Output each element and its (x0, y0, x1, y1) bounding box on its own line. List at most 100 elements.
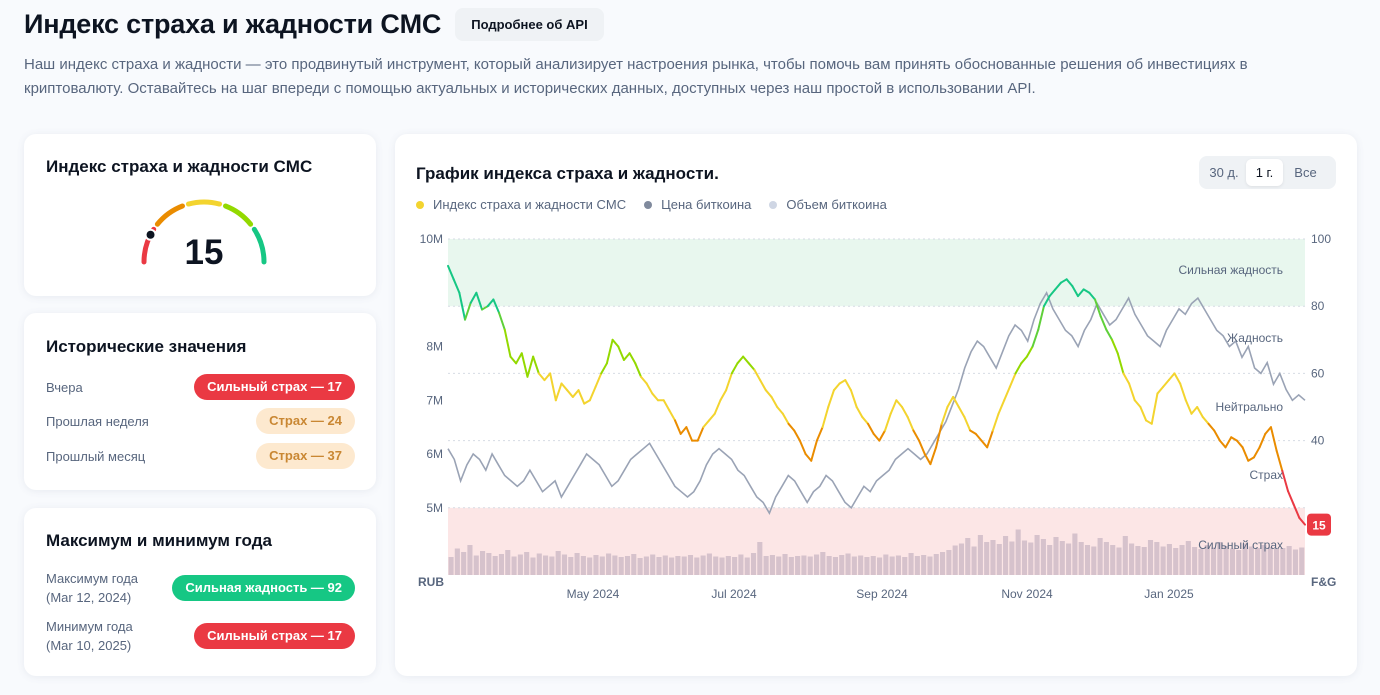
fear-greed-chart[interactable]: 10M 8M 7M 6M 5M 100 80 60 40 RUB F&G May 2024 Jul 20… (395, 134, 1357, 676)
fear-greed-segment (696, 426, 705, 442)
volume-bar (687, 555, 694, 575)
volume-bar (643, 556, 649, 575)
fear-greed-segment (554, 382, 563, 402)
fear-greed-segment (1076, 288, 1085, 298)
fear-greed-segment (1196, 406, 1204, 419)
x-axis-tick: Jul 2024 (711, 587, 757, 601)
volume-bar (543, 555, 549, 575)
fear-greed-segment (1014, 362, 1023, 375)
legend-item-fear-greed[interactable]: Индекс страха и жадности CMC (416, 197, 626, 212)
fear-greed-segment (759, 379, 767, 392)
left-axis-tick: 5M (426, 501, 443, 515)
gauge-segment (251, 226, 267, 265)
fear-greed-segment (645, 382, 654, 395)
fear-greed-segment (725, 372, 733, 392)
fear-greed-segment (537, 372, 546, 382)
volume-bar (713, 556, 719, 575)
fear-greed-segment (1167, 372, 1176, 382)
fear-greed-segment (679, 426, 688, 435)
right-axis-tick: 100 (1311, 232, 1331, 246)
volume-bar (1078, 542, 1084, 575)
fear-greed-segment (1258, 432, 1267, 449)
volume-bar (1129, 543, 1135, 575)
page-header: Индекс страха и жадности CMC Подробнее о… (24, 8, 604, 41)
volume-bar (1236, 550, 1242, 575)
fear-greed-segment (810, 439, 818, 462)
volume-bar (883, 554, 889, 575)
fear-greed-segment (821, 406, 830, 429)
volume-bar (612, 555, 618, 575)
fear-greed-segment (639, 375, 648, 385)
volume-bar (1047, 545, 1053, 575)
fear-greed-segment (481, 305, 489, 311)
fear-greed-segment (662, 399, 671, 412)
volume-bar (977, 535, 983, 575)
page-description: Наш индекс страха и жадности — это продв… (24, 56, 1248, 97)
fear-greed-segment (770, 395, 779, 408)
fear-greed-segment (1071, 285, 1079, 298)
fear-greed-segment (1105, 328, 1114, 341)
fear-greed-segment (1201, 416, 1210, 425)
volume-bar (782, 554, 788, 575)
volume-bar (593, 555, 599, 575)
range-option-all[interactable]: Все (1294, 165, 1317, 180)
extreme-greed-zone (448, 239, 1305, 307)
yearly-max-label: Максимум года (46, 571, 139, 586)
volume-bar (958, 543, 965, 575)
volume-bar (1059, 541, 1065, 575)
fear-greed-segment (1184, 399, 1193, 415)
fear-greed-segment (588, 385, 597, 402)
fear-greed-segment (742, 355, 750, 365)
volume-bar (1053, 537, 1059, 575)
gauge-card: Индекс страха и жадности CMC 15 (24, 134, 376, 296)
fear-greed-segment (730, 362, 739, 375)
fear-greed-segment (872, 432, 881, 442)
volume-bar (624, 556, 631, 575)
volume-bar (555, 551, 561, 575)
volume-bar (631, 554, 637, 575)
yearly-min-label-group: Минимум года (Mar 10, 2025) (46, 617, 133, 655)
fear-greed-segment (571, 389, 580, 398)
range-option-1y[interactable]: 1 г. (1246, 159, 1283, 186)
volume-bar (1242, 543, 1248, 575)
volume-bar (750, 553, 757, 575)
volume-bar (1072, 533, 1078, 575)
volume-bar (1084, 545, 1091, 575)
range-option-30d[interactable]: 30 д. (1209, 165, 1239, 180)
fear-greed-segment (1042, 295, 1051, 308)
fear-greed-segment (895, 399, 904, 408)
fear-greed-segment (719, 389, 728, 402)
volume-bar (568, 557, 574, 575)
volume-bar (851, 556, 857, 575)
volume-bar (1217, 542, 1223, 575)
fear-greed-segment (1031, 328, 1040, 348)
volume-bar (832, 557, 838, 575)
fear-greed-segment (549, 372, 557, 402)
legend-item-btc-price[interactable]: Цена биткоина (644, 197, 751, 212)
fear-greed-segment (986, 429, 994, 449)
fear-greed-segment (918, 439, 926, 456)
legend-item-btc-volume[interactable]: Объем биткоина (769, 197, 887, 212)
yearly-min-label: Минимум года (46, 619, 133, 634)
volume-bar (1147, 540, 1154, 575)
volume-bar (561, 554, 568, 575)
fear-greed-segment (1162, 379, 1170, 388)
volume-bar (1135, 546, 1141, 575)
fear-greed-segment (674, 419, 682, 435)
fear-greed-segment (1179, 382, 1187, 402)
fear-greed-segment (764, 389, 773, 398)
yearly-max-label-group: Максимум года (Mar 12, 2024) (46, 569, 138, 607)
volume-bar (1173, 548, 1179, 575)
fear-greed-segment (577, 389, 586, 405)
volume-bar (1267, 547, 1273, 575)
volume-bar (864, 557, 870, 575)
fear-greed-segment (974, 432, 983, 442)
fear-greed-segment (1298, 516, 1306, 526)
volume-bar (996, 544, 1002, 575)
fear-greed-segment (447, 264, 455, 281)
volume-bar (517, 554, 523, 575)
status-badge: Страх — 24 (256, 408, 355, 434)
fear-greed-segment (1281, 469, 1289, 492)
api-details-button[interactable]: Подробнее об API (455, 8, 604, 41)
volume-bar (681, 556, 687, 575)
